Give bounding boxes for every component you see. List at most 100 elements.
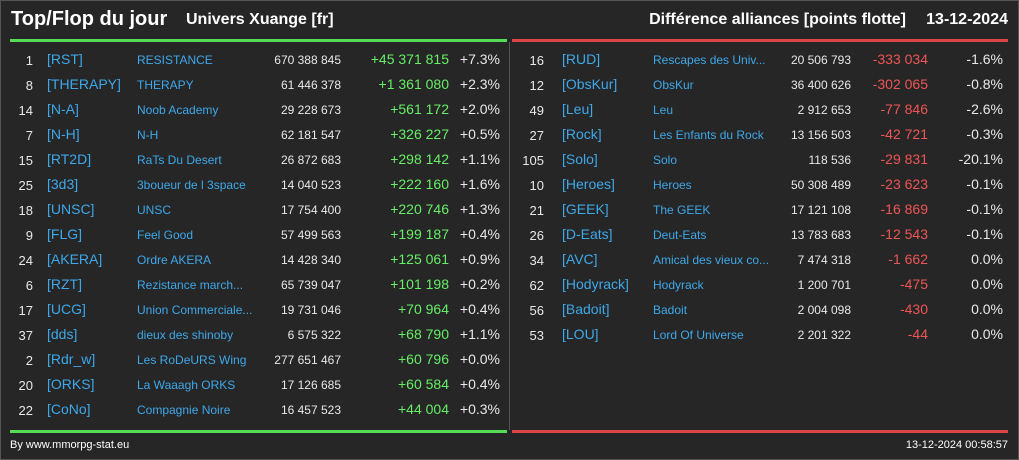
points-difference: -430: [899, 301, 928, 317]
alliance-name-link[interactable]: RESISTANCE: [137, 53, 213, 67]
alliance-tag-link[interactable]: [3d3]: [47, 176, 79, 192]
top-gainer-row: 8 [THERAPY] THERAPY 61 446 378 +1 361 080 +2.…: [0, 72, 509, 97]
alliance-tag-link[interactable]: [RZT]: [47, 276, 82, 292]
percent-change: +1.1%: [459, 151, 500, 167]
percent-change: -1.6%: [966, 51, 1003, 67]
top-loser-row: 53 [LOU] Lord Of Universe 2 201 322 -44 0.0%: [512, 322, 1012, 347]
alliance-name-link[interactable]: Ordre AKERA: [137, 253, 212, 267]
alliance-name-link[interactable]: Noob Academy: [137, 103, 219, 117]
alliance-tag-link[interactable]: [dds]: [47, 326, 78, 342]
alliance-tag-link[interactable]: [Leu]: [562, 101, 594, 117]
top-gainers-panel: 1 [RST] RESISTANCE 670 388 845 +45 371 815 +7…: [0, 47, 509, 422]
alliance-name-link[interactable]: Feel Good: [137, 228, 194, 242]
top-losers-panel: 16 [RUD] Rescapes des Univ... 20 506 793 -33…: [512, 47, 1012, 347]
points-difference: +199 187: [390, 226, 449, 242]
alliance-tag-link[interactable]: [RUD]: [562, 51, 601, 67]
alliance-tag-link[interactable]: [Solo]: [562, 151, 598, 167]
percent-change: -0.1%: [966, 201, 1003, 217]
alliance-name-link[interactable]: Deut-Eats: [653, 228, 707, 242]
points-difference: +70 964: [398, 301, 449, 317]
alliance-name-link[interactable]: Badoit: [653, 303, 688, 317]
alliance-name-link[interactable]: N-H: [137, 128, 159, 142]
alliance-tag-link[interactable]: [N-H]: [47, 126, 80, 142]
alliance-tag-link[interactable]: [RST]: [47, 51, 83, 67]
percent-change: -0.1%: [966, 226, 1003, 242]
alliance-points: 26 872 683: [280, 153, 341, 167]
alliance-name-link[interactable]: Les Enfants du Rock: [653, 128, 764, 142]
alliance-tag-link[interactable]: [Badoit]: [562, 301, 610, 317]
top-panel-accent-bar: [10, 39, 507, 42]
alliance-name-link[interactable]: Amical des vieux co...: [653, 253, 770, 267]
alliance-name-link[interactable]: Hodyrack: [653, 278, 704, 292]
alliance-tag-link[interactable]: [Rock]: [562, 126, 602, 142]
alliance-tag-link[interactable]: [Rdr_w]: [47, 351, 96, 367]
top-loser-row: 105 [Solo] Solo 118 536 -29 831 -20.1%: [512, 147, 1012, 172]
alliance-points: 65 739 047: [280, 278, 341, 292]
top-gainer-row: 2 [Rdr_w] Les RoDeURS Wing 277 651 467 +60 7…: [0, 347, 509, 372]
alliance-tag-link[interactable]: [UCG]: [47, 301, 86, 317]
alliance-name-link[interactable]: Les RoDeURS Wing: [137, 353, 247, 367]
alliance-rank: 21: [529, 203, 544, 218]
alliance-name-link[interactable]: Union Commerciale...: [137, 303, 253, 317]
percent-change: -0.1%: [966, 176, 1003, 192]
alliance-tag-link[interactable]: [AKERA]: [47, 251, 103, 267]
alliance-tag-link[interactable]: [CoNo]: [47, 401, 91, 417]
alliance-name-link[interactable]: THERAPY: [137, 78, 194, 92]
top-loser-row: 16 [RUD] Rescapes des Univ... 20 506 793 -33…: [512, 47, 1012, 72]
alliance-name-link[interactable]: Rezistance march...: [137, 278, 244, 292]
alliance-points: 2 912 653: [797, 103, 851, 117]
alliance-rank: 7: [25, 128, 33, 143]
top-gainer-row: 25 [3d3] 3boueur de l 3space 14 040 523 +222…: [0, 172, 509, 197]
alliance-tag-link[interactable]: [UNSC]: [47, 201, 95, 217]
percent-change: 0.0%: [971, 251, 1003, 267]
top-gainer-row: 7 [N-H] N-H 62 181 547 +326 227 +0.5%: [0, 122, 509, 147]
alliance-points: 57 499 563: [280, 228, 341, 242]
alliance-points: 20 506 793: [790, 53, 851, 67]
alliance-tag-link[interactable]: [RT2D]: [47, 151, 92, 167]
top-gainer-row: 1 [RST] RESISTANCE 670 388 845 +45 371 815 +7…: [0, 47, 509, 72]
alliance-name-link[interactable]: La Waaagh ORKS: [137, 378, 236, 392]
alliance-name-link[interactable]: dieux des shinoby: [137, 328, 234, 342]
alliance-tag-link[interactable]: [AVC]: [562, 251, 598, 267]
alliance-name-link[interactable]: RaTs Du Desert: [137, 153, 222, 167]
alliance-name-link[interactable]: UNSC: [137, 203, 172, 217]
alliance-tag-link[interactable]: [Heroes]: [562, 176, 615, 192]
alliance-name-link[interactable]: 3boueur de l 3space: [137, 178, 246, 192]
alliance-points: 14 040 523: [280, 178, 341, 192]
alliance-name-link[interactable]: Heroes: [653, 178, 692, 192]
alliance-tag-link[interactable]: [N-A]: [47, 101, 79, 117]
top-gainer-row: 14 [N-A] Noob Academy 29 228 673 +561 172 +2.…: [0, 97, 509, 122]
points-difference: +1 361 080: [378, 76, 449, 92]
percent-change: +0.4%: [459, 301, 500, 317]
alliance-tag-link[interactable]: [GEEK]: [562, 201, 609, 217]
alliance-tag-link[interactable]: [Hodyrack]: [562, 276, 629, 292]
alliance-name-link[interactable]: Solo: [653, 153, 678, 167]
top-loser-row: 56 [Badoit] Badoit 2 004 098 -430 0.0%: [512, 297, 1012, 322]
alliance-name-link[interactable]: Compagnie Noire: [137, 403, 231, 417]
alliance-tag-link[interactable]: [ObsKur]: [562, 76, 618, 92]
alliance-tag-link[interactable]: [THERAPY]: [47, 76, 121, 92]
alliance-rank: 18: [18, 203, 33, 218]
alliance-tag-link[interactable]: [ORKS]: [47, 376, 95, 392]
alliance-name-link[interactable]: ObsKur: [653, 78, 694, 92]
top-gainer-row: 22 [CoNo] Compagnie Noire 16 457 523 +44 004…: [0, 397, 509, 422]
alliance-name-link[interactable]: Leu: [653, 103, 674, 117]
percent-change: +0.0%: [459, 351, 500, 367]
percent-change: 0.0%: [971, 301, 1003, 317]
alliance-rank: 105: [522, 153, 544, 168]
alliance-name-link[interactable]: Rescapes des Univ...: [653, 53, 766, 67]
alliance-tag-link[interactable]: [LOU]: [562, 326, 599, 342]
points-difference: +220 746: [390, 201, 449, 217]
alliance-points: 29 228 673: [280, 103, 341, 117]
percent-change: +0.5%: [459, 126, 500, 142]
percent-change: -0.8%: [966, 76, 1003, 92]
alliance-tag-link[interactable]: [D-Eats]: [562, 226, 613, 242]
percent-change: +0.3%: [459, 401, 500, 417]
percent-change: +1.6%: [459, 176, 500, 192]
alliance-name-link[interactable]: The GEEK: [653, 203, 711, 217]
alliance-name-link[interactable]: Lord Of Universe: [653, 328, 744, 342]
alliance-tag-link[interactable]: [FLG]: [47, 226, 83, 242]
alliance-rank: 2: [25, 353, 33, 368]
alliance-rank: 27: [529, 128, 544, 143]
points-difference: +101 198: [390, 276, 449, 292]
